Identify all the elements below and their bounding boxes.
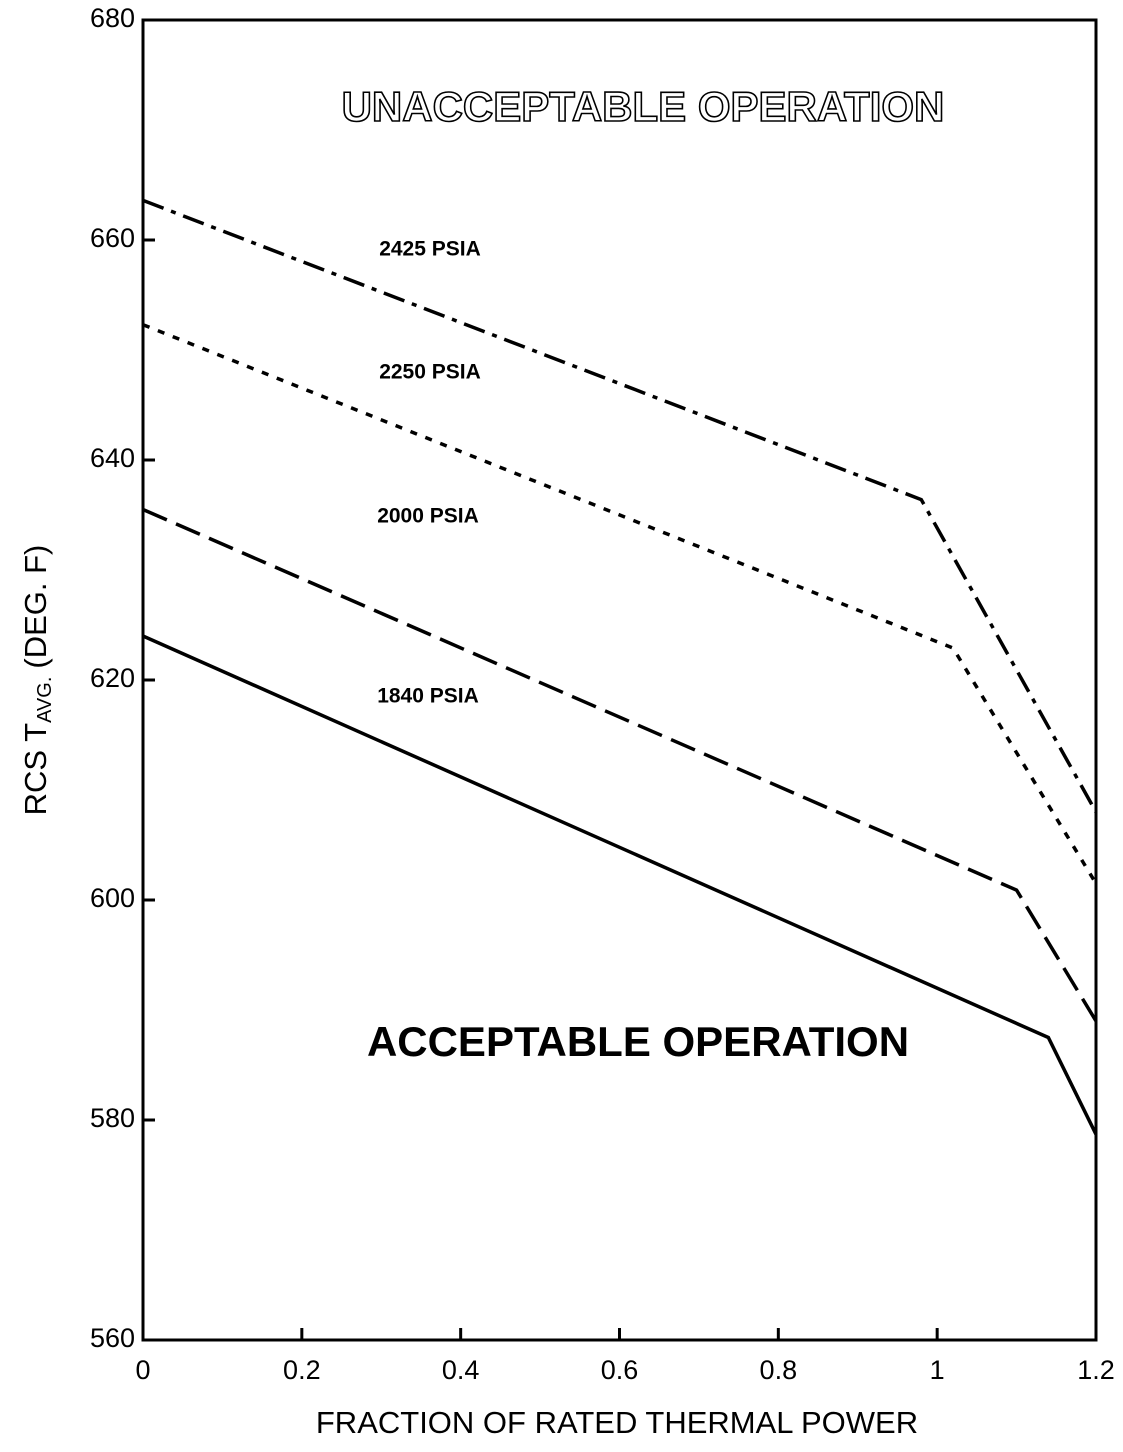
y-axis-title-sub: AVG. <box>34 677 56 723</box>
y-axis-title-part: RCS T <box>18 723 53 816</box>
x-tick-label: 0 <box>135 1355 150 1385</box>
x-tick-label: 0.2 <box>283 1355 321 1385</box>
y-axis-title-part: (DEG. F) <box>18 545 53 669</box>
x-tick-label: 1 <box>930 1355 945 1385</box>
y-axis-title: RCS TAVG. (DEG. F) <box>18 545 56 816</box>
series-line <box>142 198 1098 813</box>
annotation: ACCEPTABLE OPERATION <box>367 1018 909 1065</box>
series-label: 2000 PSIA <box>377 505 479 528</box>
y-tick-label: 580 <box>90 1103 135 1133</box>
series-label: 1840 PSIA <box>377 685 479 708</box>
series-label: 2250 PSIA <box>379 361 481 384</box>
y-tick-label: 640 <box>90 443 135 473</box>
series-label: 2425 PSIA <box>379 238 481 261</box>
x-tick-label: 0.4 <box>442 1355 480 1385</box>
y-tick-label: 600 <box>90 883 135 913</box>
x-axis-title: FRACTION OF RATED THERMAL POWER <box>316 1405 918 1440</box>
annotation: UNACCEPTABLE OPERATION <box>342 83 945 130</box>
x-tick-label: 0.8 <box>760 1355 798 1385</box>
y-tick-label: 620 <box>90 663 135 693</box>
series-line <box>142 634 1098 1136</box>
y-tick-label: 680 <box>90 3 135 33</box>
x-tick-label: 0.6 <box>601 1355 639 1385</box>
x-tick-label: 1.2 <box>1077 1355 1115 1385</box>
y-tick-label: 660 <box>90 223 135 253</box>
y-tick-label: 560 <box>90 1323 135 1353</box>
series-line <box>142 323 1098 885</box>
series-line <box>142 507 1098 1022</box>
